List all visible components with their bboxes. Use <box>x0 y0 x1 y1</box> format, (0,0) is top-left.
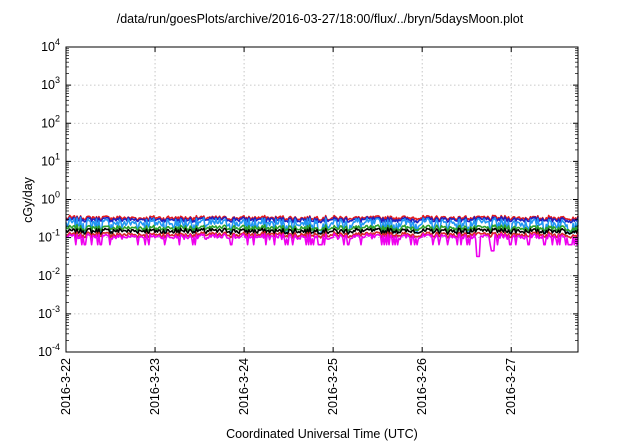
series-line-6 <box>65 230 579 239</box>
series-line-1 <box>65 214 579 222</box>
x-tick-label: 2016-3-22 <box>59 358 73 415</box>
y-tick-label: 101 <box>41 151 60 168</box>
chart-title: /data/run/goesPlots/archive/2016-03-27/1… <box>116 12 524 26</box>
series-line-4 <box>65 224 579 233</box>
x-axis-label: Coordinated Universal Time (UTC) <box>226 427 418 441</box>
x-tick-label: 2016-3-24 <box>237 358 251 415</box>
y-tick-label: 10-4 <box>38 342 60 359</box>
x-tick-label: 2016-3-25 <box>326 358 340 415</box>
series-line-7 <box>65 232 579 258</box>
y-axis: 10-4 10-3 10-2 10-1 100 101 102 103 104 <box>38 37 578 359</box>
y-tick-label: 10-3 <box>38 304 60 321</box>
y-tick-label: 104 <box>41 37 60 54</box>
x-tick-label: 2016-3-26 <box>415 358 429 415</box>
series-line-2 <box>65 215 579 224</box>
y-tick-label: 102 <box>41 113 60 130</box>
x-axis: 2016-3-22 2016-3-23 2016-3-24 2016-3-25 2016… <box>59 47 518 415</box>
y-tick-label: 10-2 <box>38 266 60 283</box>
series-line-5 <box>65 227 579 236</box>
x-tick-label: 2016-3-23 <box>148 358 162 415</box>
grid-lines <box>66 47 578 352</box>
y-tick-label: 100 <box>41 190 60 207</box>
y-tick-label: 10-1 <box>38 228 60 245</box>
series-layer <box>65 214 579 258</box>
y-tick-label: 103 <box>41 75 60 92</box>
x-tick-label: 2016-3-27 <box>504 358 518 415</box>
